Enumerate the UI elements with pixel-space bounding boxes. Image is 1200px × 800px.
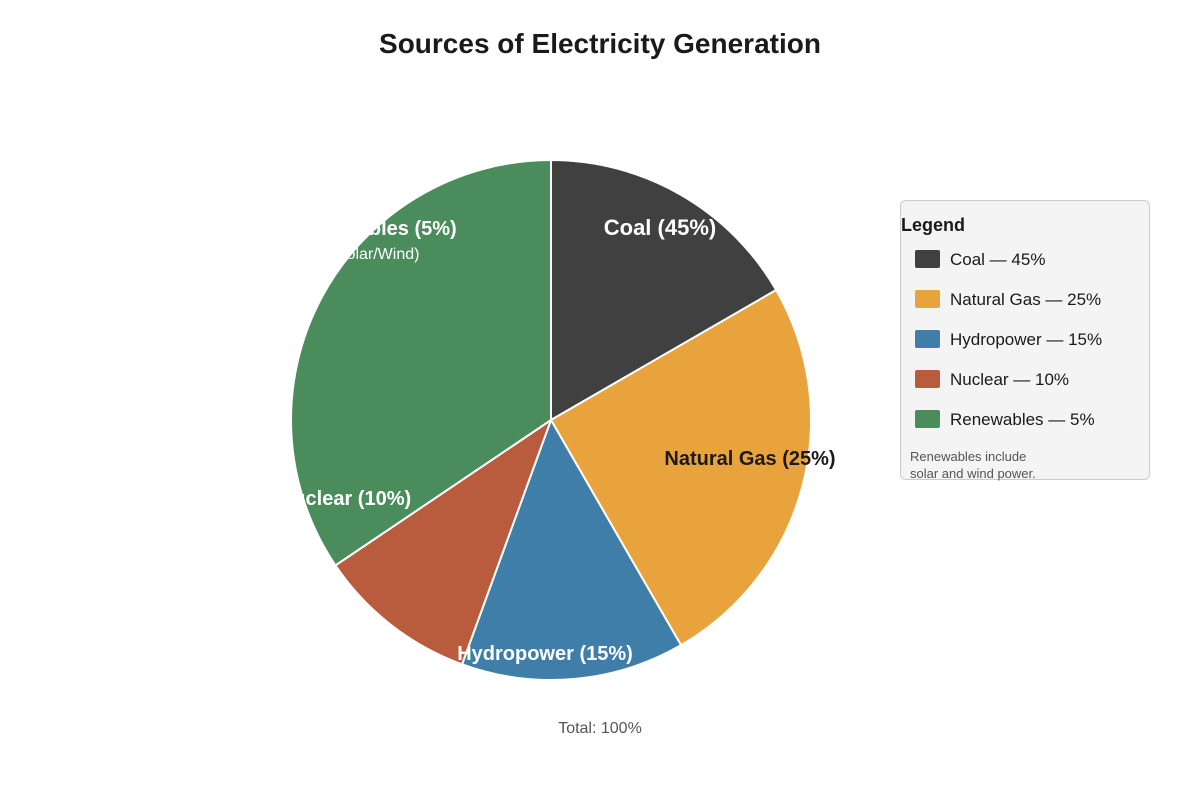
pie-slice-labels: Coal (45%) Natural Gas (25%) Hydropower (1… bbox=[279, 215, 836, 665]
pie-slices bbox=[290, 158, 812, 681]
legend-label-hydropower: Hydropower — 15% bbox=[950, 330, 1103, 349]
chart-title: Sources of Electricity Generation bbox=[379, 28, 821, 59]
total-label: Total: 100% bbox=[558, 720, 642, 737]
slice-label-nuclear: Nuclear (10%) bbox=[279, 488, 411, 510]
pie-slice-nuclear bbox=[334, 417, 553, 666]
legend-label-nuclear: Nuclear — 10% bbox=[950, 370, 1070, 389]
pie-slice-coal bbox=[550, 158, 778, 422]
legend-swatch-nuclear bbox=[915, 370, 940, 388]
pie-slice-hydropower bbox=[460, 417, 683, 681]
legend-label-renewables: Renewables — 5% bbox=[950, 410, 1095, 429]
legend-note-line-1: Renewables include bbox=[910, 449, 1027, 464]
slice-label-hydropower: Hydropower (15%) bbox=[457, 643, 633, 665]
legend-note-line-2: solar and wind power. bbox=[910, 466, 1036, 481]
legend-box: Legend Coal — 45% Natural Gas — 25% Hydr… bbox=[900, 200, 1150, 482]
slice-label-natural-gas: Natural Gas (25%) bbox=[664, 448, 835, 470]
slice-sublabel-renewables: (Solar/Wind) bbox=[331, 246, 420, 263]
legend-swatch-hydropower bbox=[915, 330, 940, 348]
pie-slice-renewables bbox=[290, 158, 552, 567]
legend-label-coal: Coal — 45% bbox=[950, 250, 1046, 269]
slice-label-coal: Coal (45%) bbox=[604, 215, 716, 240]
legend-label-natural-gas: Natural Gas — 25% bbox=[950, 290, 1102, 309]
legend-swatch-natural-gas bbox=[915, 290, 940, 308]
slice-label-renewables: Renewables (5%) bbox=[293, 218, 456, 240]
legend-note: Renewables include solar and wind power. bbox=[910, 448, 1100, 482]
legend-swatch-renewables bbox=[915, 410, 940, 428]
pie-slice-natural-gas bbox=[549, 288, 812, 647]
legend-title: Legend bbox=[901, 215, 966, 235]
legend-swatch-coal bbox=[915, 250, 940, 268]
